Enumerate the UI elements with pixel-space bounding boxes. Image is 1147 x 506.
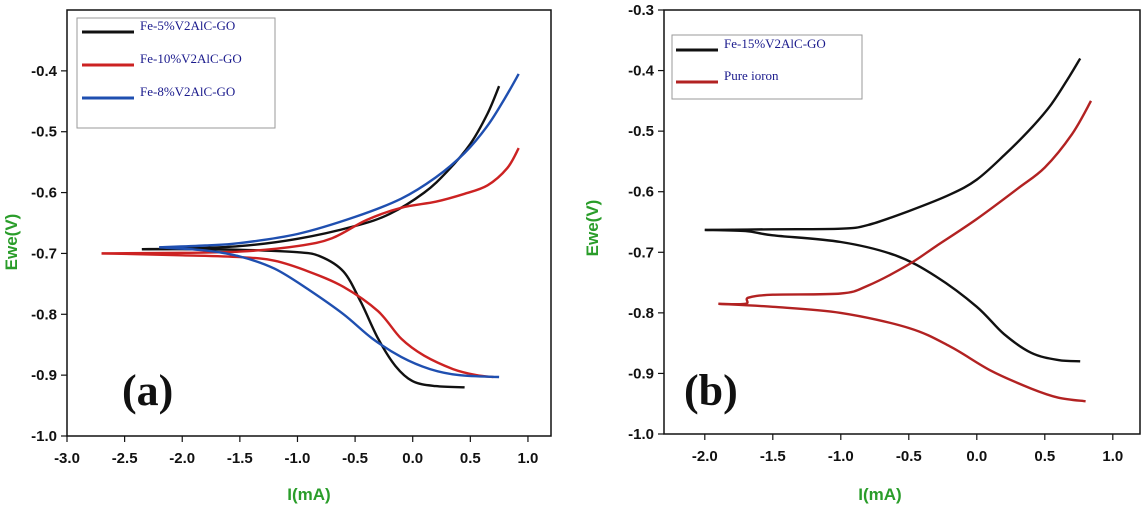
series-2-cathodic-branch: [101, 252, 494, 379]
x-tick-label: 0.5: [1034, 448, 1055, 465]
x-tick-label: -1.0: [285, 450, 311, 467]
y-tick-label: -0.7: [628, 244, 654, 261]
y-tick-label: -0.9: [628, 365, 654, 382]
plot-frame-b: [663, 9, 1141, 435]
series-1-cathodic-branch: [704, 228, 1081, 363]
chart-panel-b: -2.0 -1.5 -1.0 -0.5 0.0 0.5 1.0 -0.3-0.4-0.5-0…: [583, 2, 1141, 504]
y-tick-label: -0.9: [31, 367, 57, 384]
series-2-cathodic-branch: [718, 302, 1086, 403]
y-tick-label: -0.6: [31, 185, 57, 202]
x-tick-label: -2.0: [169, 450, 195, 467]
x-axis-ticks-b: -2.0 -1.5 -1.0 -0.5 0.0 0.5 1.0: [692, 434, 1123, 465]
y-tick-label: -0.7: [31, 245, 57, 262]
y-tick-label: -0.8: [31, 306, 57, 323]
legend-label: Fe-15%V2AlC-GO: [724, 36, 826, 51]
series-3-anodic-branch: [159, 73, 520, 249]
y-tick-label: -0.6: [628, 184, 654, 201]
series-2-anodic-branch: [101, 147, 520, 255]
x-tick-label: -3.0: [54, 450, 80, 467]
legend-a: Fe-5%V2AlC-GO Fe-10%V2AlC-GO Fe-8%V2AlC-GO: [76, 17, 276, 129]
y-axis-label-a: Ewe(V): [2, 214, 21, 271]
x-tick-label: -2.5: [112, 450, 138, 467]
x-tick-label: 1.0: [518, 450, 539, 467]
panel-label-a: (a): [122, 366, 173, 415]
x-tick-label: 0.0: [966, 448, 987, 465]
x-tick-label: 1.0: [1102, 448, 1123, 465]
series-3-cathodic-branch: [159, 246, 500, 379]
x-tick-label: 0.5: [460, 450, 481, 467]
y-tick-label: -1.0: [31, 428, 57, 445]
x-tick-label: -1.0: [828, 448, 854, 465]
y-tick-label: -0.4: [628, 63, 655, 80]
legend-label: Fe-5%V2AlC-GO: [140, 18, 235, 33]
y-tick-label: -0.8: [628, 305, 654, 322]
legend-box-a: [76, 17, 276, 129]
series-1-anodic-branch: [141, 85, 501, 251]
y-axis-label-b: Ewe(V): [583, 200, 602, 257]
y-tick-label: -0.5: [628, 123, 654, 140]
x-axis-label-b: I(mA): [858, 485, 901, 504]
legend-box-b: [671, 34, 863, 100]
x-tick-label: -2.0: [692, 448, 718, 465]
legend-label: Fe-10%V2AlC-GO: [140, 51, 242, 66]
x-axis-ticks-a: -3.0 -2.5 -2.0 -1.5 -1.0 -0.5 0.0 0.5 1.0: [54, 436, 538, 467]
plot-frame-a: [66, 9, 552, 437]
x-tick-label: -0.5: [342, 450, 368, 467]
series-2-anodic-branch: [718, 100, 1093, 306]
x-tick-label: -1.5: [227, 450, 253, 467]
x-tick-label: 0.0: [402, 450, 423, 467]
x-tick-label: -0.5: [896, 448, 922, 465]
series-curves-b: [704, 57, 1093, 403]
legend-b: Fe-15%V2AlC-GO Pure ioron: [671, 34, 863, 100]
y-axis-ticks-a: -0.4 -0.5 -0.6 -0.7 -0.8 -0.9 -1.0: [31, 63, 67, 445]
y-axis-ticks-b: -0.3 -0.4 -0.5 -0.6 -0.7 -0.8 -0.9 -1.0: [628, 2, 664, 443]
y-tick-label: -0.5: [31, 124, 57, 141]
series-1-anodic-branch: [704, 57, 1082, 232]
y-tick-label: -0.3: [628, 2, 654, 19]
chart-panel-a: -3.0 -2.5 -2.0 -1.5 -1.0 -0.5 0.0 0.5 1.0 -0.4-0…: [2, 9, 552, 504]
x-axis-label-a: I(mA): [287, 485, 330, 504]
y-tick-label: -0.4: [31, 63, 58, 80]
legend-label: Pure ioron: [724, 68, 779, 83]
panel-label-b: (b): [684, 366, 738, 415]
y-tick-label: -1.0: [628, 426, 654, 443]
series-1-cathodic-branch: [141, 247, 465, 389]
legend-label: Fe-8%V2AlC-GO: [140, 84, 235, 99]
series-curves-a: [101, 73, 520, 389]
x-tick-label: -1.5: [760, 448, 786, 465]
